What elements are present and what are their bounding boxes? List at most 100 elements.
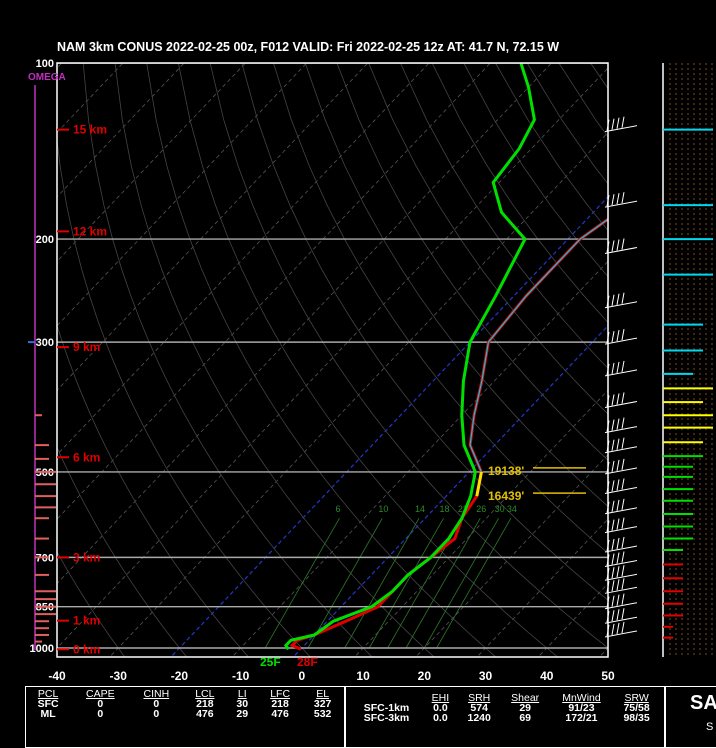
wind-barb-flag [617, 623, 619, 634]
pressure-label: 200 [36, 234, 54, 246]
dry-adiabat [432, 63, 716, 660]
mixing-ratio-label: 30 [495, 504, 505, 514]
key-isotherm-line [168, 63, 716, 660]
dry-adiabat [0, 63, 127, 660]
wind-barb-staff [605, 302, 637, 308]
height-label: 3 km [73, 550, 100, 564]
wind-barb-flag [612, 539, 614, 550]
wind-barb-flag [617, 419, 619, 430]
pressure-label: 300 [36, 337, 54, 349]
isotherm-line [596, 63, 716, 660]
wind-barb-flag [617, 500, 619, 511]
wind-barb-flag [617, 609, 619, 620]
dry-adiabat [622, 63, 716, 660]
wind-barb-staff [605, 401, 637, 407]
wind-barb-flag [622, 438, 624, 449]
wind-barb-flag [612, 501, 614, 512]
wind-barb-staff [605, 508, 637, 514]
kinematic-params-box [345, 686, 665, 748]
x-tick-label: 0 [299, 669, 306, 683]
height-label: 1 km [73, 614, 100, 628]
wind-barb-staff [605, 487, 637, 493]
isotherm-line [413, 63, 716, 660]
dry-adiabat [242, 63, 686, 660]
dry-adiabat [274, 63, 716, 660]
isotherm-line [0, 63, 307, 660]
wind-barb-flag [622, 293, 624, 304]
wind-barb-flag [622, 578, 624, 589]
wind-barb-flag [612, 567, 614, 578]
isotherm-line [290, 63, 716, 660]
dry-adiabat [305, 63, 716, 660]
isotherm-line [168, 63, 716, 660]
x-tick-label: 10 [356, 669, 370, 683]
wind-barb-staff [605, 338, 637, 344]
isotherm-line [351, 63, 716, 660]
wind-barb-flag [617, 294, 619, 305]
freezing-layer-segment [477, 472, 482, 496]
dry-adiabat [337, 63, 716, 660]
wind-barb-staff [605, 447, 637, 453]
wind-barb-flag [617, 362, 619, 373]
isotherm-line [106, 63, 674, 660]
dry-adiabat [496, 63, 716, 660]
wind-barb-flag [617, 595, 619, 606]
x-tick-label: -30 [110, 669, 128, 683]
wind-barb-flag [617, 479, 619, 490]
isotherm-line [0, 63, 62, 660]
wind-barb-flag [622, 418, 624, 429]
wind-barb-staff [605, 126, 637, 132]
dry-adiabat [686, 63, 716, 660]
wind-barb-flag [622, 361, 624, 372]
wind-barb-flag [622, 117, 624, 128]
dry-adiabat [464, 63, 716, 660]
wind-barb-flag [622, 329, 624, 340]
mixing-ratio-label: 26 [476, 504, 486, 514]
wind-barb-flag [617, 393, 619, 404]
annotation-label: 19138' [488, 464, 524, 478]
isotherm-line [45, 63, 613, 660]
dry-adiabat [147, 63, 500, 660]
isotherm-line [535, 63, 716, 660]
isotherm-line [0, 63, 245, 660]
wind-barb-flag [612, 331, 614, 342]
wind-barb-staff [605, 201, 637, 207]
isotherm-line [0, 63, 1, 660]
wind-barb-staff [605, 468, 637, 474]
wind-barb-flag [622, 594, 624, 605]
height-label: 15 km [73, 123, 107, 137]
dry-adiabat [369, 63, 716, 660]
isotherm-line [0, 63, 184, 660]
wind-barb-flag [612, 520, 614, 531]
wind-barb-flag [612, 610, 614, 621]
wind-barb-flag [617, 553, 619, 564]
side-label: SA [690, 692, 716, 715]
pressure-label: 1000 [30, 643, 54, 655]
wind-barb-flag [612, 440, 614, 451]
dry-adiabat [0, 63, 189, 660]
wind-barb-staff [605, 631, 637, 637]
plot-frame [57, 63, 608, 657]
wind-barb-flag [617, 118, 619, 129]
x-tick-label: 40 [540, 669, 554, 683]
wind-barb-staff [605, 617, 637, 623]
isotherm-line [0, 63, 490, 660]
wind-barb-flag [617, 439, 619, 450]
dry-adiabat [210, 63, 624, 660]
mixing-ratio-label: 14 [415, 504, 425, 514]
wind-barb-flag [622, 192, 624, 203]
dry-adiabat [83, 63, 376, 660]
wind-barb-staff [605, 527, 637, 533]
mixing-ratio-label: 10 [378, 504, 388, 514]
height-label: 6 km [73, 450, 100, 464]
wind-barb-flag [622, 608, 624, 619]
wind-barb-staff [605, 574, 637, 580]
mixing-ratio-label: 34 [507, 504, 517, 514]
dry-adiabat [20, 63, 252, 660]
mixing-ratio-line [424, 518, 498, 648]
wind-barb-flag [622, 537, 624, 548]
mixing-ratio-label: 6 [335, 504, 340, 514]
wind-barb-flag [622, 238, 624, 249]
annotation-label: 16439' [488, 489, 524, 503]
